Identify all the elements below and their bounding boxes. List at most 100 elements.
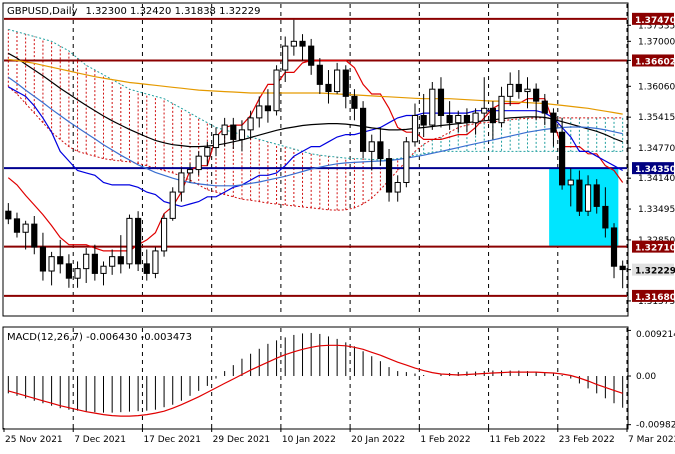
candle <box>507 72 514 106</box>
candle <box>325 70 332 104</box>
current-price-tag <box>632 263 674 276</box>
candle-body <box>377 141 384 160</box>
candle-body <box>282 45 289 71</box>
line-ma_black <box>8 52 623 148</box>
candle <box>368 134 375 171</box>
candle-body <box>13 218 21 233</box>
candle <box>39 232 47 281</box>
time-tick-label: 25 Nov 2021 <box>5 435 63 445</box>
candle-body <box>602 205 609 229</box>
senkou-span-b <box>8 28 623 161</box>
time-tick-label: 17 Dec 2021 <box>143 435 201 445</box>
candle <box>334 62 341 94</box>
price-tag-label: 1.31680 <box>635 293 675 303</box>
candle-body <box>195 155 202 171</box>
candle-body <box>65 263 72 279</box>
price-tag <box>632 162 674 175</box>
candle <box>31 215 38 255</box>
candle-body <box>559 131 566 186</box>
price-tag-label: 1.36602 <box>635 57 675 67</box>
line-ma_blue <box>7 76 623 187</box>
candle <box>238 120 246 152</box>
price-tag-label: 1.37470 <box>635 16 675 26</box>
macd-pane-frame <box>2 326 629 430</box>
candle <box>593 179 600 214</box>
candle-body <box>515 83 522 93</box>
candle <box>74 261 81 288</box>
candle-body <box>463 114 471 124</box>
candle <box>195 151 202 176</box>
price-tick-label: 1.37335 <box>638 21 675 31</box>
price-tick-label: 1.37000 <box>638 37 675 47</box>
candle <box>584 175 592 216</box>
candle-body <box>290 40 297 47</box>
candle <box>316 58 323 94</box>
candle <box>299 34 306 61</box>
grid-lines <box>72 4 628 428</box>
candle-body <box>524 88 531 93</box>
candle <box>359 101 367 159</box>
candle-body <box>576 179 583 212</box>
candle <box>567 168 574 207</box>
candle-body <box>83 253 90 270</box>
candle <box>126 214 133 269</box>
line-ma_orange <box>8 58 623 115</box>
candle <box>212 127 220 157</box>
time-axis: 25 Nov 2021 7 Dec 2021 17 Dec 2021 29 Dec 2… <box>3 428 675 445</box>
candle-body <box>550 112 557 133</box>
candle-body <box>178 172 185 193</box>
price-tag <box>632 12 674 25</box>
candle <box>437 77 445 128</box>
chart-title: GBPUSD,Daily <box>7 6 78 17</box>
candle-body <box>117 256 124 265</box>
candle <box>264 89 272 123</box>
candle-body <box>22 223 29 233</box>
candle-body <box>31 223 38 248</box>
candle-body <box>39 246 47 272</box>
candle-body <box>446 114 453 124</box>
candle-body <box>567 179 574 186</box>
candle-body <box>230 124 237 140</box>
candle-body <box>204 147 211 157</box>
candle-body <box>186 169 194 174</box>
candle <box>342 65 349 109</box>
candle <box>559 117 566 190</box>
candle-body <box>351 95 358 109</box>
candle-body <box>455 114 462 124</box>
candle <box>351 89 358 121</box>
candle <box>403 137 410 188</box>
candle <box>290 19 297 56</box>
line-kijun <box>8 86 623 208</box>
candle-body <box>481 107 488 114</box>
time-tick-label: 10 Jan 2022 <box>282 435 336 445</box>
candle <box>221 117 228 147</box>
candle <box>143 249 150 281</box>
candle <box>48 251 55 286</box>
candle <box>204 141 211 166</box>
candle <box>100 261 107 286</box>
main-pane-frame <box>2 2 629 317</box>
candle-body <box>498 95 505 124</box>
candle-body <box>152 250 159 274</box>
candle <box>576 170 583 216</box>
candle-body <box>385 158 393 193</box>
candle-body <box>316 64 323 85</box>
candle <box>83 248 90 283</box>
candle-body <box>394 181 401 193</box>
price-tick-label: 1.35415 <box>638 113 675 123</box>
candle <box>420 93 427 138</box>
indicator-lines <box>7 52 624 252</box>
price-tick-label: 1.33495 <box>638 205 675 215</box>
candle <box>429 82 436 130</box>
candle <box>541 93 548 126</box>
candle <box>5 203 12 225</box>
price-tag <box>632 289 674 302</box>
candle <box>515 70 522 99</box>
candle-body <box>299 40 306 47</box>
candle-body <box>264 105 272 112</box>
candle-body <box>169 191 176 219</box>
candle-body <box>57 256 64 265</box>
candle <box>411 103 419 147</box>
